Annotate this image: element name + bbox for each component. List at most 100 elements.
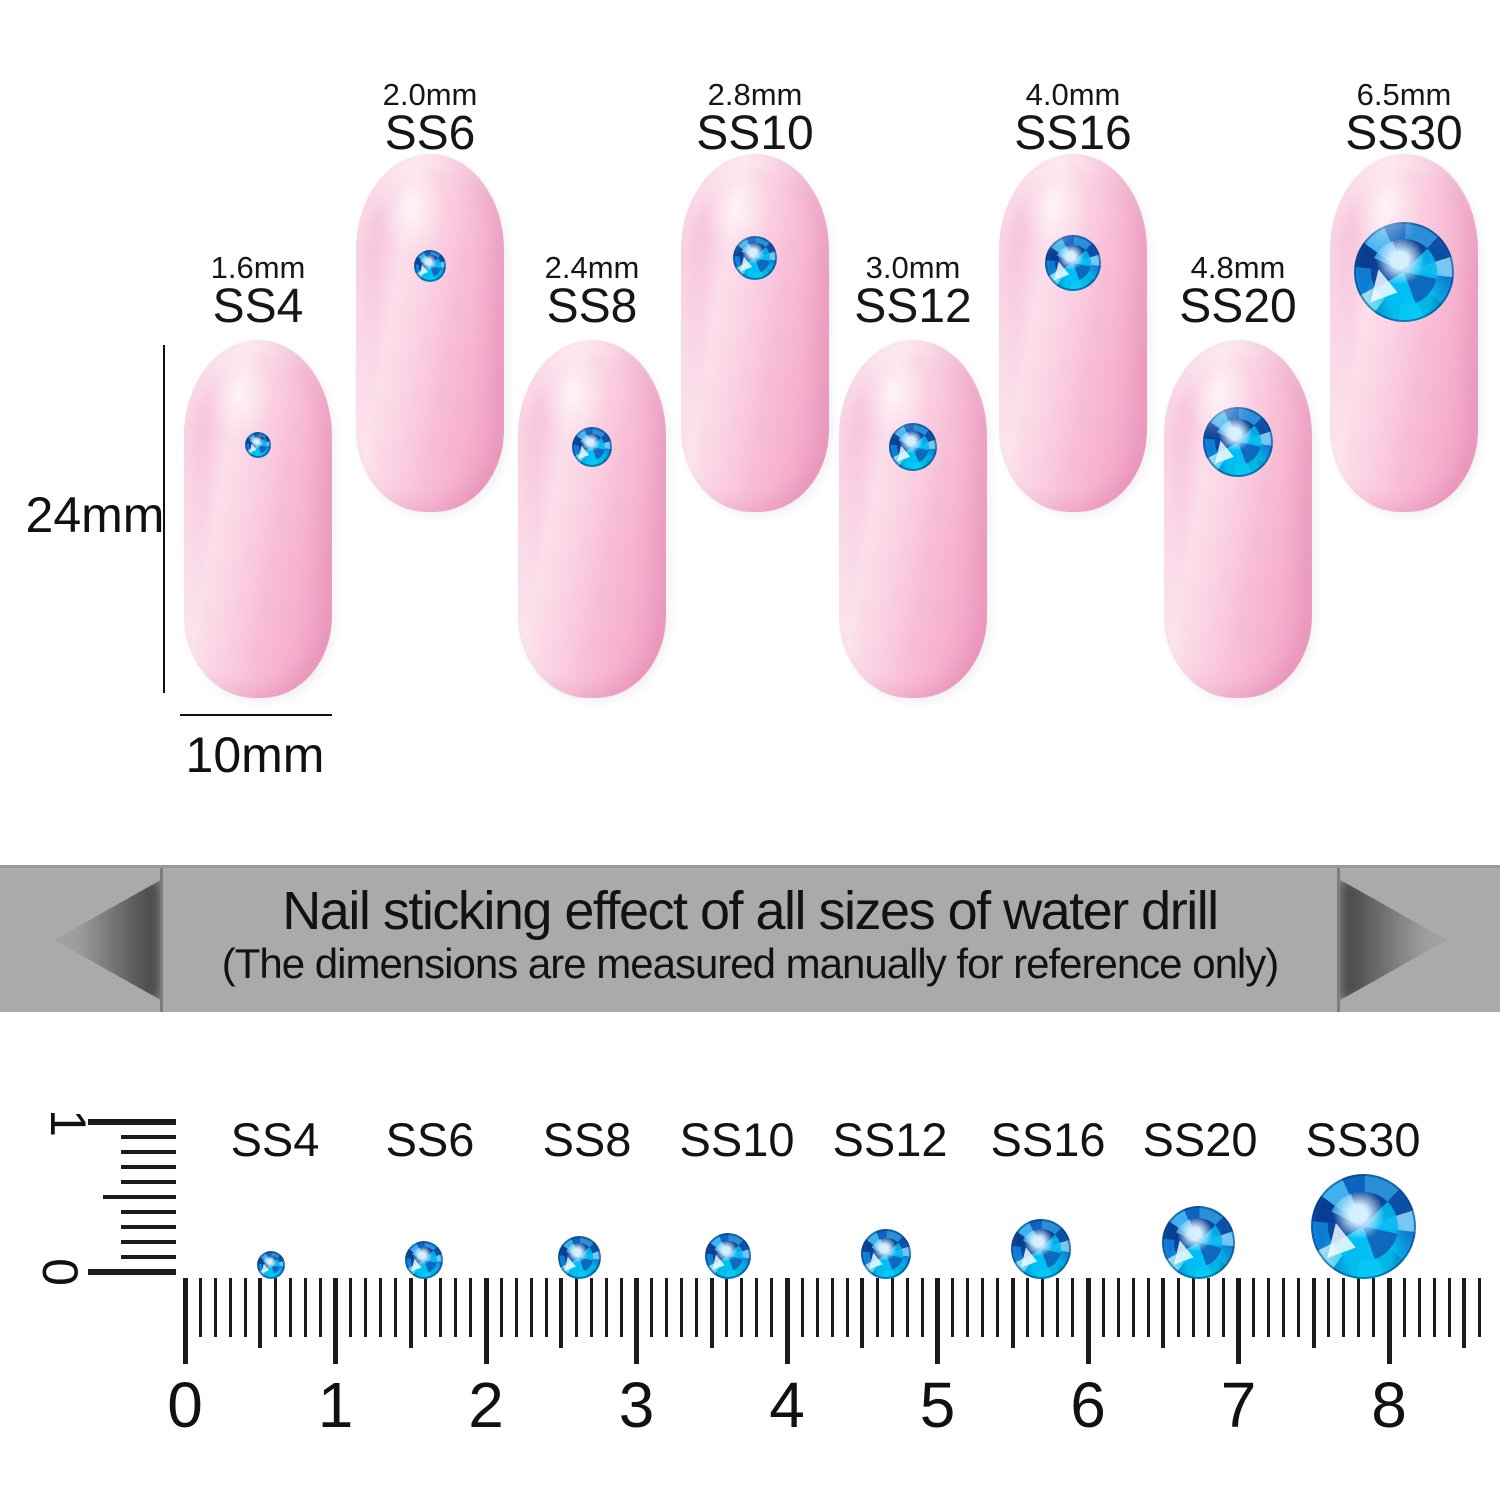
ruler-tick <box>529 1278 533 1337</box>
ruler-gem-ss30 <box>1310 1174 1416 1279</box>
ruler-tick <box>1282 1278 1286 1337</box>
ruler-tick <box>349 1278 353 1337</box>
ruler-tick <box>1432 1278 1436 1337</box>
ruler-tick <box>544 1278 548 1337</box>
ruler-tick <box>559 1278 564 1348</box>
ruler-tick <box>243 1278 247 1337</box>
ruler-tick <box>1010 1278 1015 1348</box>
size-mm-label: 4.0mm <box>1025 77 1121 112</box>
rhinestone-gem-ss4 <box>245 432 271 458</box>
vertical-ruler-tick <box>103 1195 176 1199</box>
rhinestone-gem-ss10 <box>733 236 777 280</box>
ruler-tick <box>454 1278 458 1337</box>
size-ss-label: SS10 <box>696 107 814 160</box>
ruler-tick <box>333 1278 338 1364</box>
ruler-tick <box>394 1278 398 1337</box>
size-ss-label: SS12 <box>854 280 972 333</box>
rhinestone-gem-ss8 <box>572 427 612 467</box>
ruler-tick <box>273 1278 277 1337</box>
ruler-tick <box>890 1278 894 1337</box>
size-ss-label: SS20 <box>1179 280 1297 333</box>
ruler-tick <box>1085 1278 1091 1364</box>
vertical-ruler-tick <box>88 1119 176 1125</box>
ruler-ss-label-ss10: SS10 <box>679 1113 795 1166</box>
ruler-tick <box>379 1278 383 1337</box>
ruler-tick <box>725 1278 729 1337</box>
ruler-tick <box>574 1278 578 1337</box>
ruler-tick <box>604 1278 608 1337</box>
ruler-tick <box>1267 1278 1271 1337</box>
vertical-ruler-tick <box>121 1135 176 1139</box>
size-mm-label: 2.0mm <box>382 77 478 112</box>
vertical-ruler-number: 1 <box>40 1109 96 1137</box>
nail-ss10 <box>681 154 829 512</box>
size-mm-label: 4.8mm <box>1190 250 1286 285</box>
nail-label-ss16: 4.0mm SS16 <box>1014 77 1131 158</box>
ruler-tick <box>258 1278 263 1348</box>
ruler-gem-ss10 <box>705 1233 751 1279</box>
size-ss-label: SS4 <box>212 280 304 333</box>
ruler-tick <box>408 1278 413 1348</box>
ruler-tick <box>770 1278 774 1337</box>
ruler-tick <box>830 1278 834 1337</box>
ruler-tick <box>1131 1278 1135 1337</box>
nail-label-ss4: 1.6mm SS4 <box>211 252 306 333</box>
size-mm-label: 6.5mm <box>1356 77 1452 112</box>
ruler-tick <box>1146 1278 1150 1337</box>
rhinestone-gem-ss12 <box>889 423 937 471</box>
nail-ss8 <box>518 340 666 698</box>
ruler-tick <box>1342 1278 1346 1337</box>
ruler-tick <box>1252 1278 1256 1337</box>
ruler-tick <box>514 1278 518 1337</box>
ruler-tick <box>709 1278 714 1348</box>
vertical-ruler-tick <box>88 1269 176 1275</box>
vertical-ruler-tick <box>121 1225 176 1229</box>
vertical-ruler-tick <box>121 1150 176 1154</box>
banner-title: Nail sticking effect of all sizes of wat… <box>282 881 1219 941</box>
nail-label-ss30: 6.5mm SS30 <box>1345 77 1462 158</box>
ruler-tick <box>1311 1278 1316 1348</box>
ruler-ss-label-ss16: SS16 <box>990 1113 1106 1166</box>
ruler-tick <box>182 1278 188 1364</box>
size-ss-label: SS8 <box>546 280 638 333</box>
ruler-number: 7 <box>1220 1369 1257 1441</box>
ruler-tick <box>935 1278 940 1364</box>
vertical-ruler-number: 0 <box>32 1258 88 1286</box>
ruler-tick <box>1236 1278 1241 1364</box>
nail-ss4 <box>184 340 332 698</box>
ruler-tick <box>1402 1278 1406 1337</box>
ruler-number: 5 <box>919 1369 956 1441</box>
ruler-tick <box>966 1278 970 1337</box>
ruler-number: 4 <box>769 1369 805 1441</box>
nail-ss16 <box>999 154 1147 512</box>
ruler-tick <box>1417 1278 1421 1337</box>
nail-ss12 <box>839 340 987 698</box>
ruler-tick <box>1206 1278 1210 1337</box>
ruler-tick <box>920 1278 924 1337</box>
rhinestone-gem-ss6 <box>414 250 446 282</box>
ruler-number: 2 <box>468 1369 504 1441</box>
ruler-gem-ss8 <box>557 1236 601 1279</box>
ruler-ss-label-ss4: SS4 <box>230 1113 320 1166</box>
rhinestone-gem-ss16 <box>1045 235 1101 291</box>
ruler-tick <box>1327 1278 1331 1337</box>
ruler-tick <box>213 1278 217 1337</box>
ruler-tick <box>1357 1278 1361 1337</box>
ruler-tick <box>589 1278 593 1337</box>
ruler-tick <box>1026 1278 1030 1337</box>
vertical-ruler-tick <box>121 1180 176 1184</box>
vertical-ruler-tick <box>121 1255 176 1259</box>
ruler-tick <box>1071 1278 1075 1337</box>
vertical-ruler-tick <box>121 1240 176 1244</box>
ruler-number: 6 <box>1070 1369 1106 1441</box>
ruler-tick <box>680 1278 684 1337</box>
nail-label-ss10: 2.8mm SS10 <box>696 77 814 160</box>
ruler-ss-label-ss8: SS8 <box>542 1113 632 1166</box>
nail-label-ss8: 2.4mm SS8 <box>545 252 640 333</box>
size-mm-label: 2.8mm <box>707 77 803 112</box>
ruler-tick <box>951 1278 955 1337</box>
ruler-gem-ss16 <box>1011 1219 1071 1279</box>
ruler-tick <box>288 1278 292 1337</box>
ruler-tick <box>303 1278 307 1337</box>
ruler-gem-ss12 <box>861 1229 911 1279</box>
